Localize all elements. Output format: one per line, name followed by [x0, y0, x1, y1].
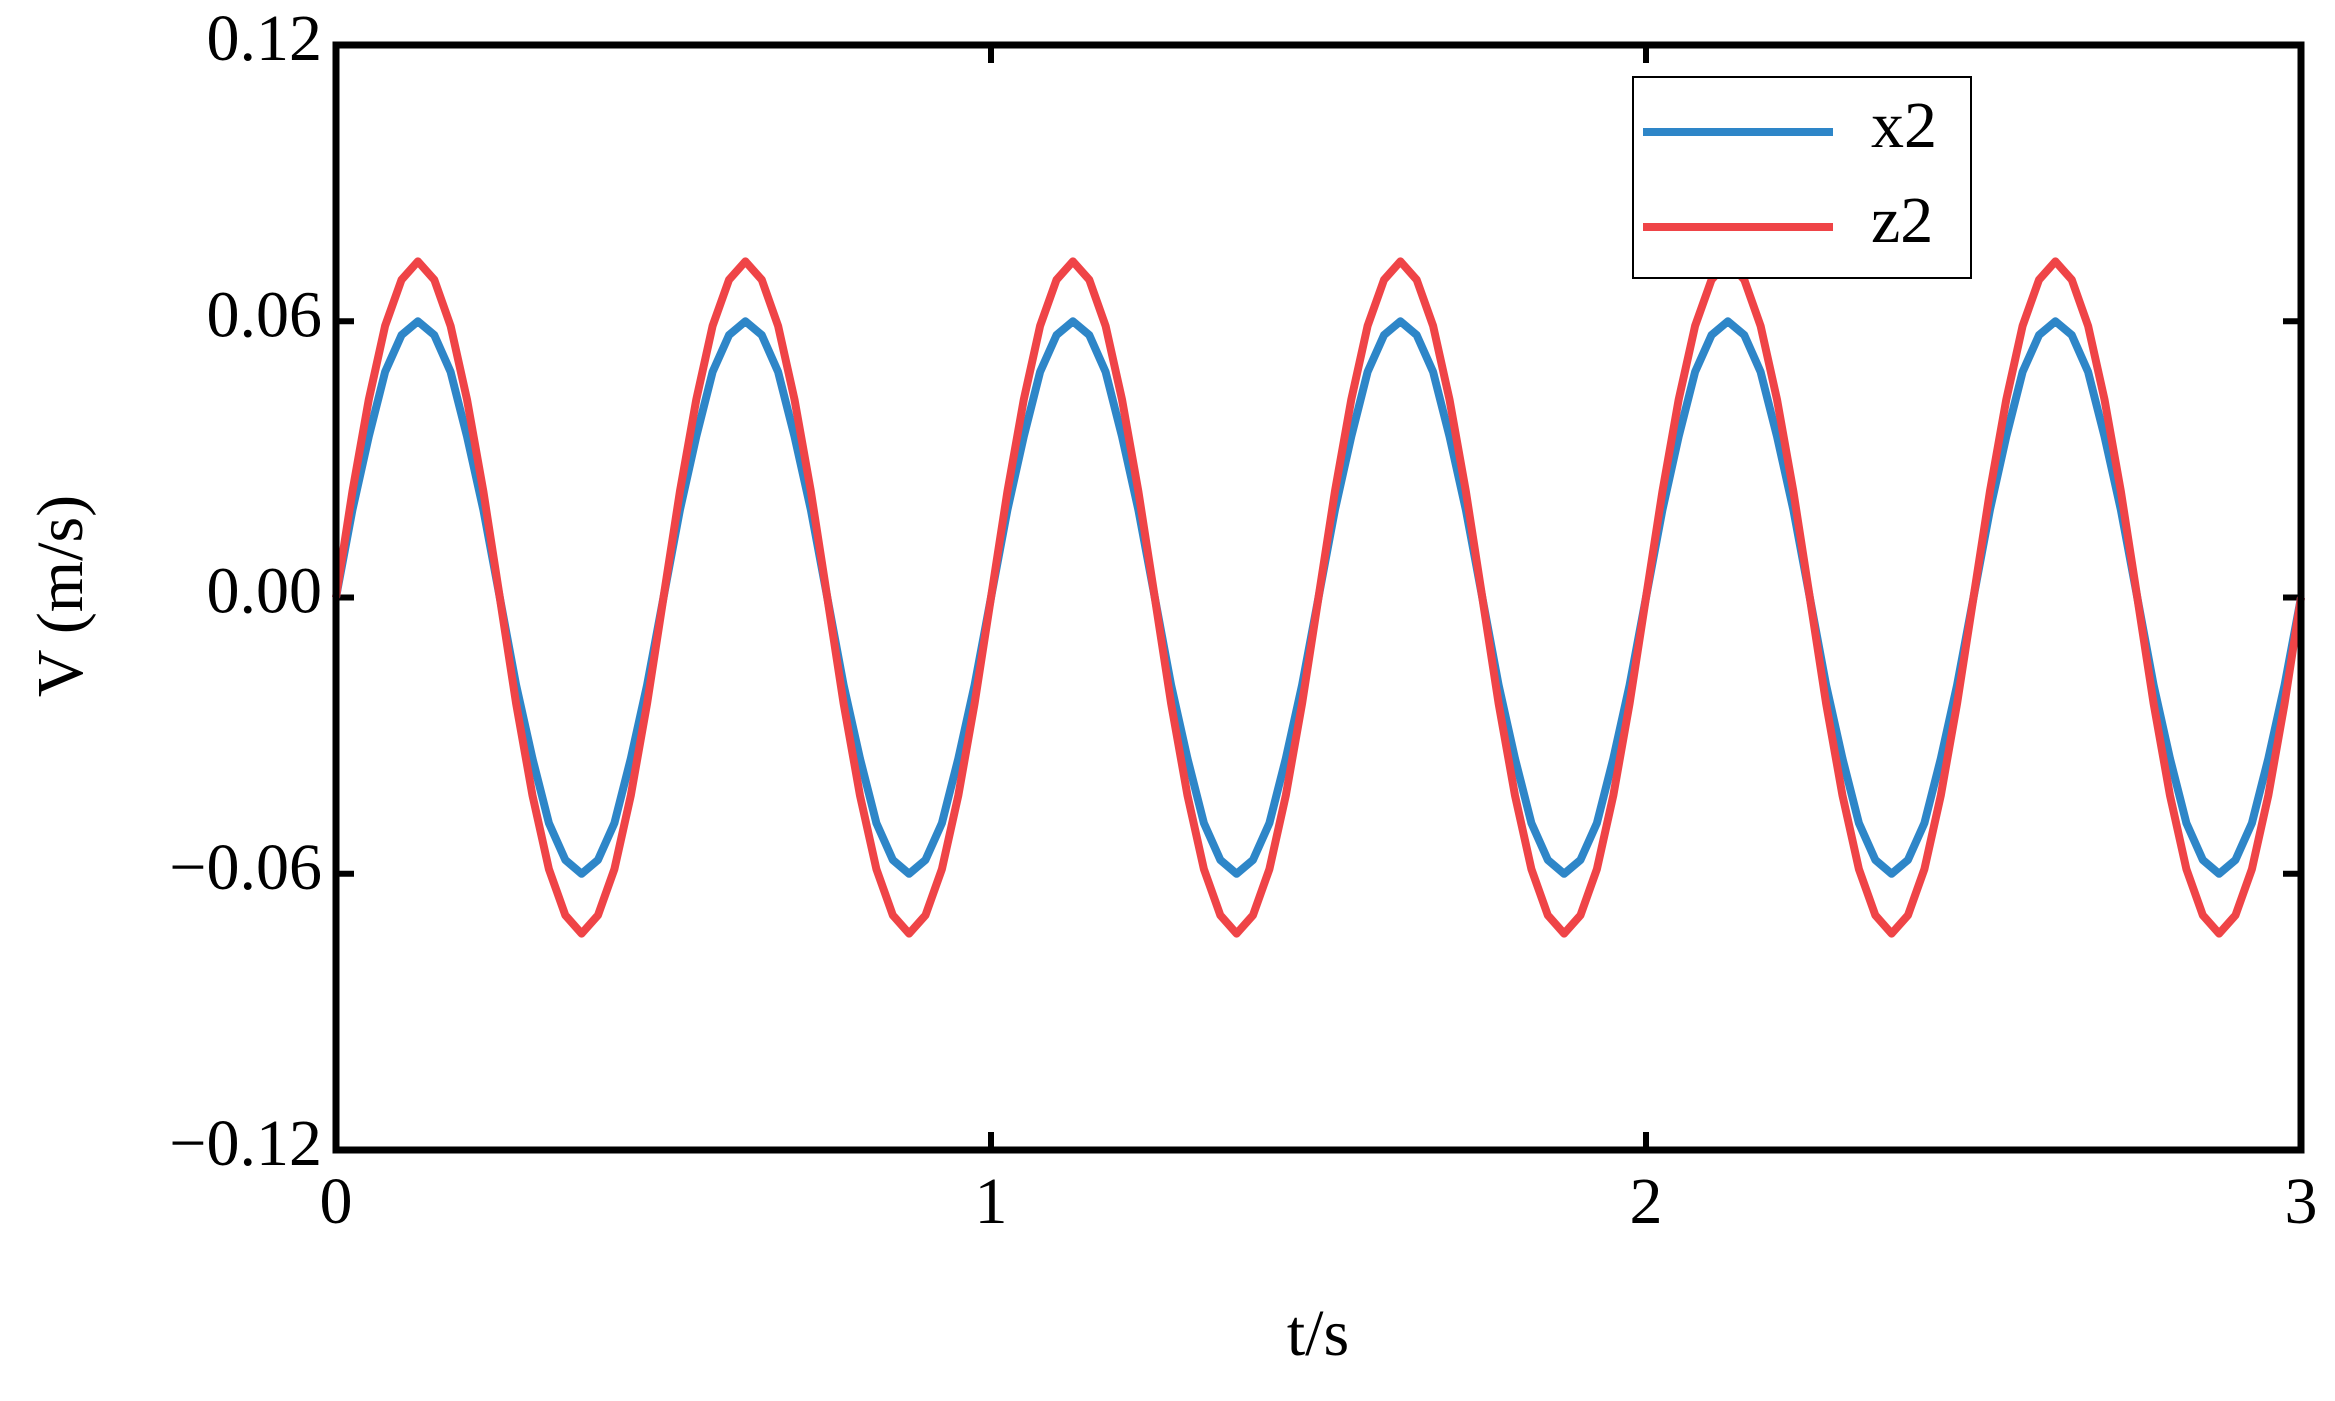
- plot-frame: [332, 41, 2305, 1154]
- y-axis-label: V (m/s): [24, 495, 97, 697]
- x-tick-label: 1: [975, 1165, 1008, 1238]
- y-tick-label: 0.00: [207, 555, 323, 628]
- legend-label: x2: [1871, 89, 1937, 162]
- x-tick-label: 0: [320, 1165, 353, 1238]
- x-tick-label: 3: [2285, 1165, 2318, 1238]
- y-tick-label: −0.06: [169, 831, 322, 904]
- x-tick-label: 2: [1630, 1165, 1663, 1238]
- legend-box: [1632, 76, 1972, 279]
- y-tick-label: −0.12: [169, 1107, 322, 1180]
- y-tick-label: 0.12: [207, 2, 323, 75]
- x-axis-label: t/s: [1287, 1297, 1349, 1370]
- line-series: [332, 257, 2305, 938]
- y-tick-label: 0.06: [207, 278, 323, 351]
- legend-label: z2: [1871, 184, 1933, 257]
